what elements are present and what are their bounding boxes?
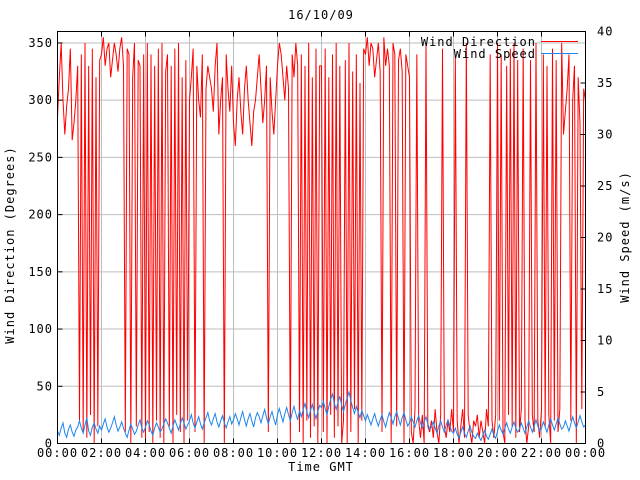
- y-right-tick-label: 40: [597, 25, 613, 39]
- y-right-tick-label: 5: [597, 385, 605, 399]
- y-left-tick-label: 150: [28, 265, 53, 279]
- y-right-tick-label: 10: [597, 334, 613, 348]
- x-tick-label: 04:00: [125, 446, 166, 460]
- x-tick-label: 00:00: [37, 446, 78, 460]
- x-tick-label: 22:00: [521, 446, 562, 460]
- y-left-tick-label: 100: [28, 322, 53, 336]
- x-tick-label: 02:00: [81, 446, 122, 460]
- y-right-axis-label: Wind Speed (m/s): [618, 171, 632, 303]
- legend-label-wind-speed: Wind Speed: [454, 47, 536, 61]
- legend-label-wind-direction: Wind Direction: [421, 35, 536, 49]
- y-left-tick-label: 200: [28, 208, 53, 222]
- x-tick-label: 10:00: [257, 446, 298, 460]
- y-right-tick-label: 35: [597, 76, 613, 90]
- y-right-tick-label: 25: [597, 179, 613, 193]
- x-tick-label: 14:00: [345, 446, 386, 460]
- y-right-tick-label: 0: [597, 437, 605, 451]
- chart-title: 16/10/09: [288, 8, 354, 22]
- x-axis-label: Time GMT: [288, 460, 354, 474]
- y-left-tick-label: 250: [28, 150, 53, 164]
- plot-border: [57, 31, 586, 444]
- series-wind-speed: [57, 390, 586, 442]
- y-left-tick-label: 350: [28, 36, 53, 50]
- legend: Wind Direction Wind Speed: [421, 35, 578, 61]
- tick-labels: 00:00 02:00 04:00 06:00 08:00 10:00 12:00 14:00…: [28, 25, 613, 461]
- x-tick-label: 00:00: [565, 446, 606, 460]
- x-tick-label: 06:00: [169, 446, 210, 460]
- y-right-tick-label: 30: [597, 128, 613, 142]
- y-left-tick-label: 50: [37, 379, 53, 393]
- y-left-axis-label: Wind Direction (Degrees): [3, 146, 17, 343]
- x-tick-label: 18:00: [433, 446, 474, 460]
- x-tick-label: 12:00: [301, 446, 342, 460]
- x-tick-label: 20:00: [477, 446, 518, 460]
- y-right-tick-label: 15: [597, 282, 613, 296]
- y-left-tick-label: 0: [45, 437, 53, 451]
- y-right-tick-label: 20: [597, 231, 613, 245]
- x-tick-label: 16:00: [389, 446, 430, 460]
- y-left-tick-label: 300: [28, 93, 53, 107]
- x-tick-label: 08:00: [213, 446, 254, 460]
